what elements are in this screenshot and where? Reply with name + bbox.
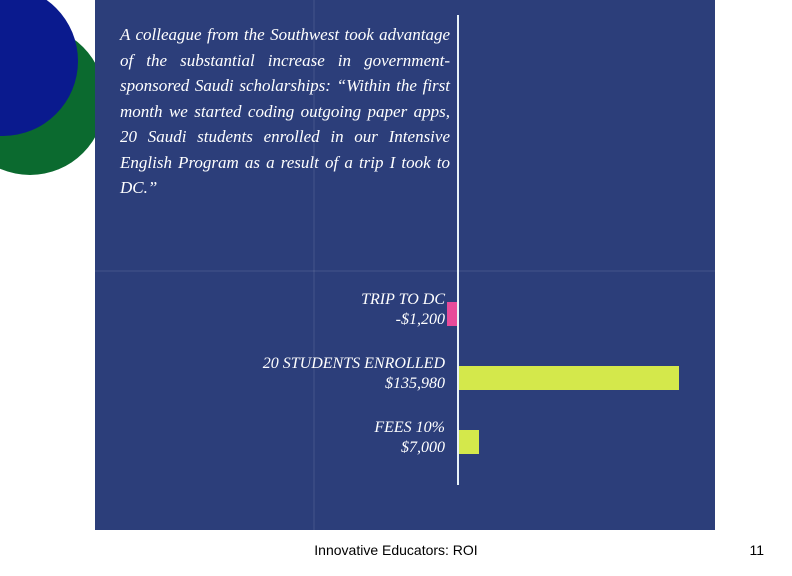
chart-label-line1: TRIP TO DC bbox=[95, 290, 445, 310]
chart-bar bbox=[447, 302, 457, 326]
chart-row-fees: FEES 10% $7,000 bbox=[95, 418, 715, 470]
chart-row-trip: TRIP TO DC -$1,200 bbox=[95, 290, 715, 342]
slide-body: A colleague from the Southwest took adva… bbox=[95, 0, 715, 530]
decorative-circles bbox=[0, 0, 110, 170]
circle-blue-icon bbox=[0, 0, 78, 136]
roi-bar-chart: TRIP TO DC -$1,200 20 STUDENTS ENROLLED … bbox=[95, 290, 715, 490]
chart-row-label: TRIP TO DC -$1,200 bbox=[95, 290, 445, 330]
chart-row-label: FEES 10% $7,000 bbox=[95, 418, 445, 458]
chart-bar bbox=[459, 366, 679, 390]
chart-row-enrolled: 20 STUDENTS ENROLLED $135,980 bbox=[95, 354, 715, 406]
chart-label-line2: $135,980 bbox=[95, 374, 445, 394]
chart-label-line2: $7,000 bbox=[95, 438, 445, 458]
footer-title: Innovative Educators: ROI bbox=[0, 542, 792, 558]
chart-label-line1: 20 STUDENTS ENROLLED bbox=[95, 354, 445, 374]
chart-label-line1: FEES 10% bbox=[95, 418, 445, 438]
chart-label-line2: -$1,200 bbox=[95, 310, 445, 330]
circle-green-icon bbox=[0, 25, 105, 175]
chart-row-label: 20 STUDENTS ENROLLED $135,980 bbox=[95, 354, 445, 394]
chart-bar bbox=[459, 430, 479, 454]
slide-footer: Innovative Educators: ROI 11 bbox=[0, 542, 792, 570]
footer-page-number: 11 bbox=[749, 542, 764, 558]
page: A colleague from the Southwest took adva… bbox=[0, 0, 792, 576]
narrative-text: A colleague from the Southwest took adva… bbox=[120, 22, 450, 201]
